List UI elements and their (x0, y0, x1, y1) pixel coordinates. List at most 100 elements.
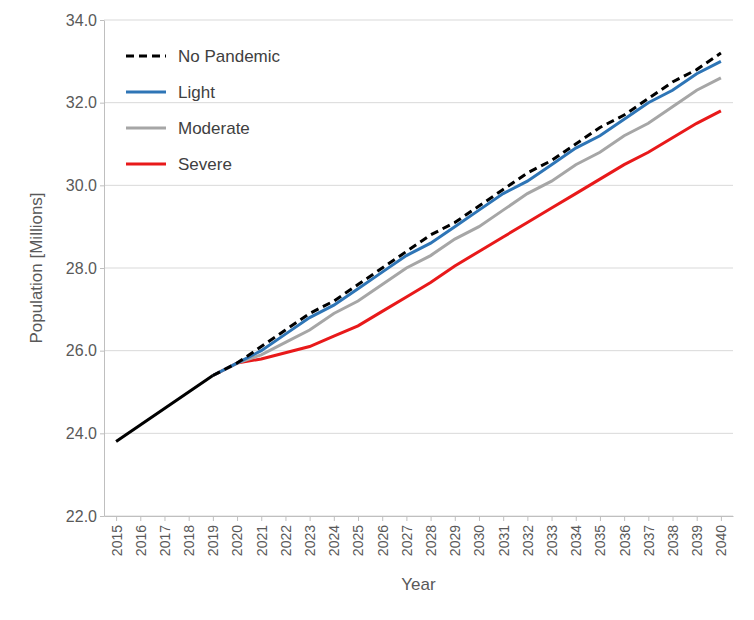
y-tick: 30.0 (66, 177, 104, 194)
grid-line (104, 102, 733, 103)
x-tick-label: 2035 (592, 525, 608, 556)
y-tick-label: 30.0 (66, 177, 97, 194)
x-tick-label: 2030 (471, 525, 487, 556)
x-tick-mark (140, 516, 141, 521)
y-tick-mark (100, 103, 104, 104)
x-tick-label: 2028 (423, 525, 439, 556)
legend: No Pandemic Light Moderate Severe (126, 47, 281, 174)
x-tick-label: 2040 (713, 525, 729, 556)
x-tick-mark (358, 516, 359, 521)
y-tick: 28.0 (66, 260, 104, 277)
legend-label: No Pandemic (178, 47, 281, 66)
x-tick: 2034 (568, 516, 584, 556)
series-line (213, 111, 721, 376)
grid-line (104, 350, 733, 351)
y-tick-label: 34.0 (66, 12, 97, 29)
x-tick-mark (527, 516, 528, 521)
x-tick-mark (600, 516, 601, 521)
x-tick: 2015 (108, 516, 124, 556)
x-tick: 2025 (350, 516, 366, 556)
x-tick-label: 2027 (399, 525, 415, 556)
x-tick-label: 2019 (205, 525, 221, 556)
x-tick-label: 2034 (568, 525, 584, 556)
y-tick-mark (100, 433, 104, 434)
x-tick-mark (285, 516, 286, 521)
legend-swatch (126, 127, 166, 130)
y-axis-line (104, 21, 105, 517)
x-tick-label: 2016 (133, 525, 149, 556)
legend-label: Light (178, 83, 215, 102)
x-tick: 2037 (641, 516, 657, 556)
x-tick-mark (382, 516, 383, 521)
y-tick-mark (100, 20, 104, 21)
plot-area (116, 53, 721, 442)
grid-line (104, 185, 733, 186)
x-tick-label: 2026 (375, 525, 391, 556)
x-tick-mark (479, 516, 480, 521)
x-tick-mark (406, 516, 407, 521)
x-tick: 2017 (157, 516, 173, 556)
x-tick-label: 2038 (665, 525, 681, 556)
grid (104, 20, 733, 516)
x-tick: 2039 (689, 516, 705, 556)
x-axis: 2015201620172018201920202021202220232024… (105, 516, 734, 556)
x-tick-mark (455, 516, 456, 521)
x-tick-mark (310, 516, 311, 521)
y-tick-label: 24.0 (66, 425, 97, 442)
series-line (116, 375, 213, 441)
y-tick: 26.0 (66, 342, 104, 359)
y-tick-label: 32.0 (66, 94, 97, 111)
x-tick-mark (164, 516, 165, 521)
x-tick-label: 2022 (278, 525, 294, 556)
x-tick: 2016 (133, 516, 149, 556)
x-tick-mark (576, 516, 577, 521)
x-tick-label: 2031 (496, 525, 512, 556)
x-tick-label: 2024 (326, 525, 342, 556)
x-tick: 2040 (713, 516, 729, 556)
x-tick-label: 2021 (254, 525, 270, 556)
x-tick-label: 2033 (544, 525, 560, 556)
x-tick-label: 2032 (520, 525, 536, 556)
y-tick-label: 22.0 (66, 508, 97, 525)
x-tick-mark (552, 516, 553, 521)
x-tick-label: 2036 (617, 525, 633, 556)
x-tick-mark (697, 516, 698, 521)
y-tick-mark (100, 268, 104, 269)
y-tick-mark (100, 185, 104, 186)
x-tick: 2032 (520, 516, 536, 556)
grid-line (104, 516, 733, 517)
x-tick-label: 2017 (157, 525, 173, 556)
x-tick-mark (721, 516, 722, 521)
x-tick: 2035 (592, 516, 608, 556)
series-line (213, 61, 721, 375)
legend-label: Moderate (178, 119, 250, 138)
x-tick: 2030 (471, 516, 487, 556)
x-tick: 2027 (399, 516, 415, 556)
legend-label: Severe (178, 155, 232, 174)
x-tick-mark (334, 516, 335, 521)
y-tick-mark (100, 351, 104, 352)
x-tick-mark (431, 516, 432, 521)
x-tick-mark (237, 516, 238, 521)
x-tick-label: 2025 (350, 525, 366, 556)
x-tick: 2022 (278, 516, 294, 556)
x-tick: 2024 (326, 516, 342, 556)
x-tick-label: 2039 (689, 525, 705, 556)
y-axis: 22.0 24.0 26.0 28.0 30.0 32.0 34.0 (66, 12, 105, 525)
x-tick: 2038 (665, 516, 681, 556)
x-tick-mark (116, 516, 117, 521)
x-tick-label: 2020 (229, 525, 245, 556)
x-tick-mark (213, 516, 214, 521)
x-tick-mark (189, 516, 190, 521)
grid-line (104, 433, 733, 434)
series-line (213, 53, 721, 375)
grid-line (104, 20, 733, 21)
x-tick-mark (261, 516, 262, 521)
x-tick: 2019 (205, 516, 221, 556)
y-tick-label: 28.0 (66, 260, 97, 277)
x-tick: 2033 (544, 516, 560, 556)
x-tick: 2026 (375, 516, 391, 556)
x-tick: 2020 (229, 516, 245, 556)
chart: 22.0 24.0 26.0 28.0 30.0 32.0 34.0 2015 2016 2017… (0, 0, 754, 620)
x-tick-label: 2018 (181, 525, 197, 556)
